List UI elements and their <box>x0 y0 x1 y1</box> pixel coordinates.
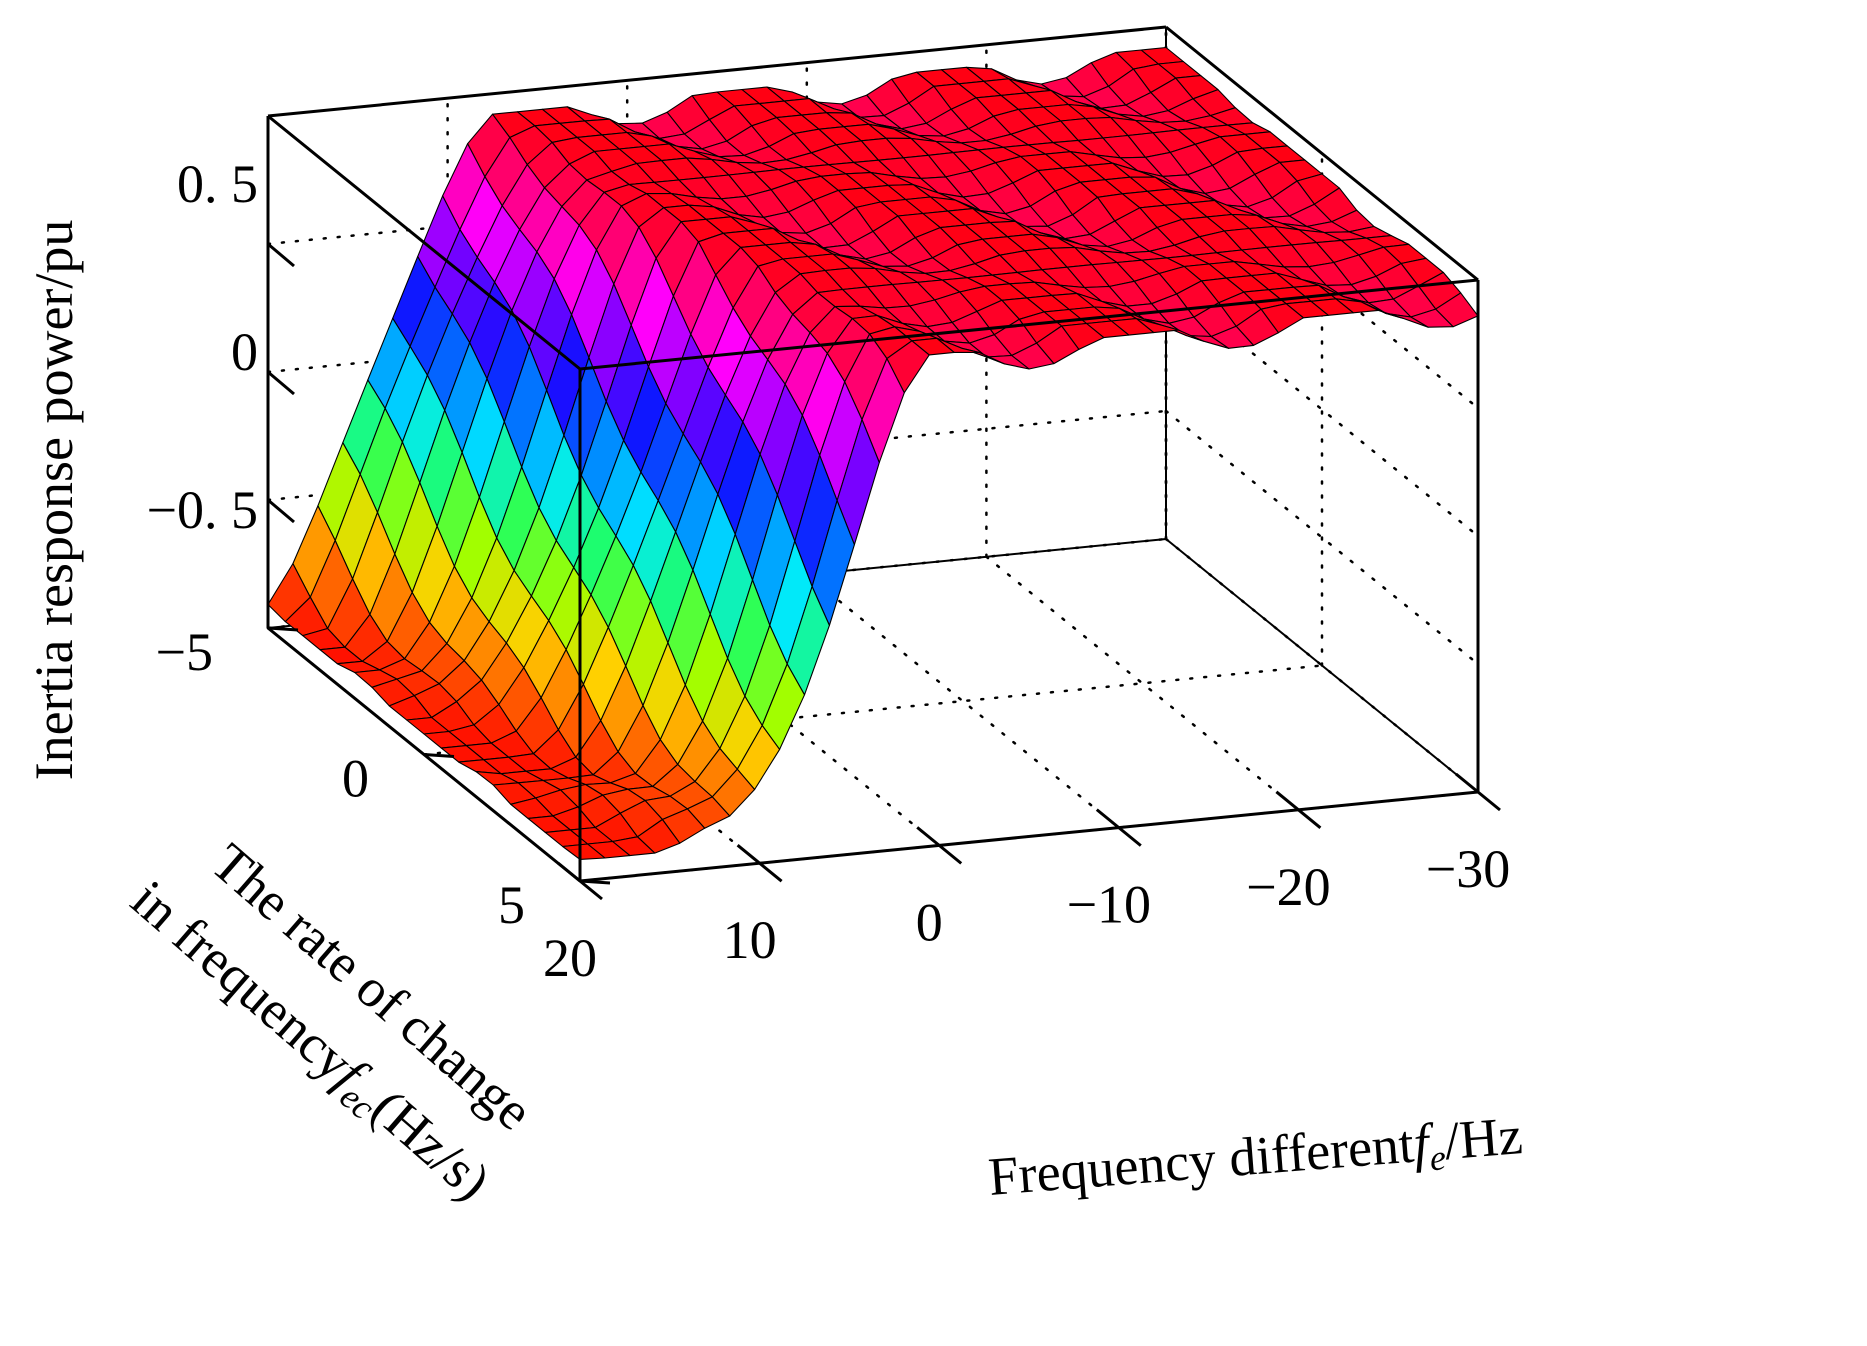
x-tick-label: −10 <box>1067 875 1151 935</box>
x-axis-label-subscript: e <box>1428 1137 1447 1178</box>
grid-line <box>422 664 1324 756</box>
x-tick-label: 20 <box>543 928 597 988</box>
x-tick-mark <box>1297 808 1322 829</box>
x-tick-mark <box>1275 790 1300 811</box>
x-tick-label: −20 <box>1246 857 1330 917</box>
x-axis-label-unit: /Hz <box>1442 1105 1524 1171</box>
x-tick-mark <box>579 879 603 901</box>
z-tick-label: 0 <box>231 322 258 382</box>
x-tick-mark <box>1455 772 1479 794</box>
box-edge <box>579 278 1479 371</box>
y-tick-mark <box>423 753 455 758</box>
x-axis-label-main: Frequency different <box>986 1114 1416 1207</box>
box-edge <box>579 790 1479 883</box>
x-tick-label: −30 <box>1426 839 1510 899</box>
y-tick-label: 5 <box>498 875 525 935</box>
x-tick-mark <box>1477 790 1501 812</box>
ticks-layer: 20 10 0 −10 −20 −30 −5 0 5 0. 5 0 −0. 5 <box>147 154 1511 988</box>
box-edge <box>267 25 1167 118</box>
x-tick-mark <box>1117 826 1142 847</box>
x-tick-mark <box>736 844 761 865</box>
z-axis-label: Inertia response power/pu <box>24 220 84 781</box>
x-tick-mark <box>916 826 941 847</box>
z-tick-mark <box>267 498 295 524</box>
grid-line <box>805 573 1121 829</box>
x-tick-label: 0 <box>916 892 943 952</box>
y-tick-label: −5 <box>156 622 213 682</box>
box-front-layer <box>266 25 1480 883</box>
x-tick-mark <box>557 861 581 883</box>
z-tick-mark <box>267 242 295 268</box>
x-tick-mark <box>758 862 783 883</box>
z-tick-label: −0. 5 <box>147 480 258 540</box>
z-tick-mark <box>267 370 295 396</box>
y-tick-mark <box>579 879 611 885</box>
box-edge <box>267 114 581 371</box>
x-axis-label: Frequency differentfe/Hz <box>986 1105 1525 1213</box>
grid-line <box>985 555 1300 812</box>
z-tick-label: 0. 5 <box>177 154 258 214</box>
y-tick-mark <box>267 626 299 632</box>
x-tick-label: 10 <box>723 910 777 970</box>
box-edge <box>1165 538 1479 793</box>
x-tick-mark <box>938 844 963 865</box>
y-tick-label: 0 <box>342 749 369 809</box>
box-edge <box>1165 25 1479 282</box>
x-tick-mark <box>1095 808 1120 829</box>
surface-layer <box>267 46 1479 860</box>
